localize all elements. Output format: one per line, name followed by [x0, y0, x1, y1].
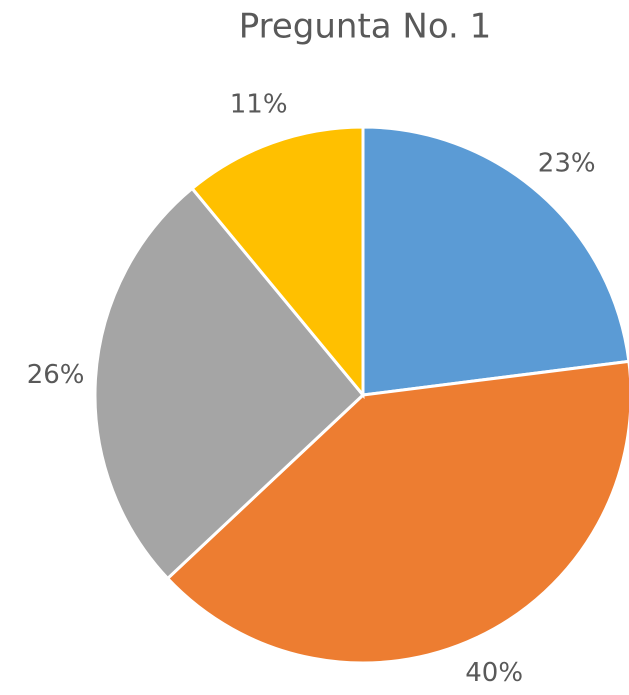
- pie-slice: [165, 359, 629, 665]
- data-label: 23%: [538, 148, 596, 178]
- pie-slice: [93, 186, 366, 581]
- data-label: 40%: [465, 658, 523, 688]
- pie-slice: [361, 125, 629, 397]
- pie-slice: [190, 125, 365, 400]
- data-label: 26%: [27, 360, 85, 390]
- chart-title: Pregunta No. 1: [239, 7, 492, 47]
- data-label: 11%: [230, 90, 288, 120]
